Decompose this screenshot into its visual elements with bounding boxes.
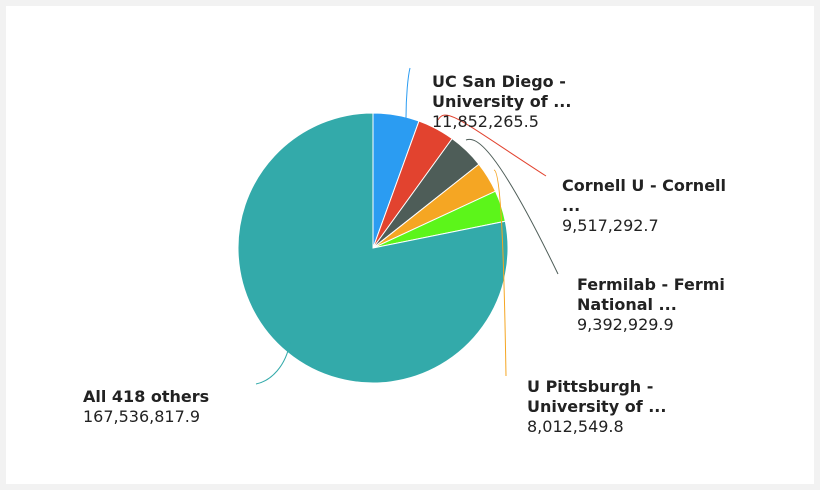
slice-label: Cornell U - Cornell ... 9,517,292.7: [562, 176, 732, 236]
slice-name: UC San Diego - University of ...: [432, 72, 572, 111]
slice-value: 9,517,292.7: [562, 216, 659, 235]
slice-label: UC San Diego - University of ... 11,852,2…: [432, 72, 602, 132]
slice-value: 167,536,817.9: [83, 407, 201, 426]
connector: [437, 114, 547, 177]
slice-label: U Pittsburgh - University of ... 8,012,54…: [527, 377, 697, 437]
slice-label: Fermilab - Fermi National ... 9,392,929.9: [577, 275, 747, 335]
chart: [237, 67, 559, 385]
slice-value: 11,852,265.5: [432, 112, 539, 131]
slice-label: All 418 others 167,536,817.9: [83, 387, 263, 427]
connector: [493, 169, 507, 377]
slice-value: 8,012,549.8: [527, 417, 624, 436]
connector: [405, 67, 411, 119]
slice-name: All 418 others: [83, 387, 210, 406]
chart-panel: UC San Diego - University of ... 11,852,2…: [6, 6, 814, 484]
slice-name: Fermilab - Fermi National ...: [577, 275, 725, 314]
connector: [465, 138, 559, 275]
slice-value: 9,392,929.9: [577, 315, 674, 334]
connector: [255, 341, 291, 385]
slice-name: Cornell U - Cornell ...: [562, 176, 727, 215]
slice-name: U Pittsburgh - University of ...: [527, 377, 667, 416]
